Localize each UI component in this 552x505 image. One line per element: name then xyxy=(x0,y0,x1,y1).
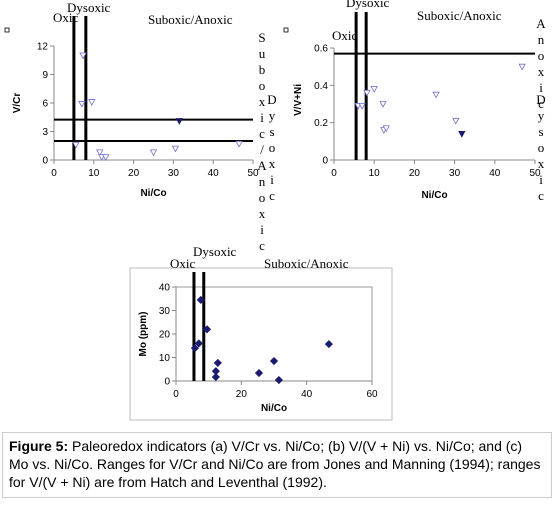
point xyxy=(458,130,466,138)
point xyxy=(102,154,110,161)
point xyxy=(213,358,222,367)
point xyxy=(324,340,333,349)
y-tick-label: 0.4 xyxy=(314,81,328,92)
y-tick-label: 0 xyxy=(164,377,170,388)
x-axis-label: Ni/Co xyxy=(421,190,447,201)
y-tick-label: 20 xyxy=(159,330,171,341)
x-tick-label: 40 xyxy=(208,168,220,179)
corner-mark xyxy=(283,27,289,33)
x-tick-label: 60 xyxy=(366,389,378,400)
point xyxy=(370,86,378,93)
point xyxy=(79,52,87,60)
point xyxy=(382,125,390,133)
zone-label: Oxic xyxy=(332,28,358,43)
point xyxy=(254,368,264,378)
caption-text: Paleoredox indicators (a) V/Cr vs. Ni/Co… xyxy=(9,438,541,490)
y-axis-label: Mo (ppm) xyxy=(138,312,149,357)
zone-label: Dysoxic xyxy=(346,0,390,10)
point xyxy=(194,339,203,348)
y-tick-label: 3 xyxy=(42,127,48,138)
point xyxy=(190,344,200,353)
point xyxy=(235,140,243,148)
x-tick-label: 40 xyxy=(301,389,313,400)
y-tick-label: 6 xyxy=(42,99,48,110)
point xyxy=(96,149,104,157)
point xyxy=(518,63,526,71)
caption: Figure 5: Paleoredox indicators (a) V/Cr… xyxy=(2,432,552,498)
x-tick-label: 20 xyxy=(128,168,140,179)
point xyxy=(196,295,205,304)
zone-label-vertical: Dysoxic xyxy=(265,92,280,204)
x-tick-label: 10 xyxy=(369,168,381,179)
x-tick-label: 50 xyxy=(247,168,259,179)
point xyxy=(72,141,80,149)
y-tick-label: 0.6 xyxy=(314,44,328,55)
point xyxy=(202,325,212,334)
y-tick-label: 30 xyxy=(159,306,171,317)
zone-label: Dysoxic xyxy=(193,244,237,259)
x-tick-label: 10 xyxy=(88,168,100,179)
x-tick-label: 20 xyxy=(409,168,421,179)
point xyxy=(149,149,158,157)
y-tick-label: 40 xyxy=(159,283,171,294)
point xyxy=(171,145,180,153)
zone-label-vertical: Suboxic/Anoxic xyxy=(255,30,270,254)
point xyxy=(452,117,460,125)
point xyxy=(358,102,366,110)
x-tick-label: 40 xyxy=(489,168,501,179)
point xyxy=(88,99,96,106)
zone-label: Oxic xyxy=(53,10,79,25)
point xyxy=(432,91,440,99)
corner-mark xyxy=(4,27,10,33)
point xyxy=(379,101,387,108)
zone-label: Suboxic/Anoxic xyxy=(148,12,233,27)
y-tick-label: 0 xyxy=(322,156,328,167)
point xyxy=(211,372,220,382)
y-tick-label: 12 xyxy=(37,42,49,53)
zone-label-vertical: Anoxic xyxy=(534,16,549,112)
x-tick-label: 50 xyxy=(529,168,541,179)
x-tick-label: 0 xyxy=(51,168,57,179)
zone-label: Dysoxic xyxy=(67,0,111,15)
y-axis-label: V/Cr xyxy=(12,93,23,114)
y-tick-label: 0.2 xyxy=(314,118,328,129)
x-tick-label: 30 xyxy=(449,168,461,179)
x-tick-label: 30 xyxy=(168,168,180,179)
point xyxy=(78,101,86,108)
x-tick-label: 0 xyxy=(173,389,179,400)
point xyxy=(274,375,283,385)
zone-label: Suboxic/Anoxic xyxy=(417,8,502,23)
zone-label-vertical: Dysoxic xyxy=(534,92,549,204)
y-tick-label: 9 xyxy=(42,70,48,81)
chart-frame xyxy=(129,267,393,421)
y-tick-label: 10 xyxy=(159,353,171,364)
point xyxy=(363,89,371,97)
point xyxy=(175,118,184,125)
x-axis-label: Ni/Co xyxy=(140,188,166,199)
plot-border xyxy=(175,286,373,382)
zone-label: Suboxic/Anoxic xyxy=(264,256,349,271)
y-tick-label: 0 xyxy=(42,156,48,167)
zone-label: Oxic xyxy=(170,256,196,271)
point xyxy=(269,356,279,366)
caption-label: Figure 5: xyxy=(9,438,69,454)
x-axis-label: Ni/Co xyxy=(261,403,287,414)
x-tick-label: 20 xyxy=(236,389,248,400)
x-tick-label: 0 xyxy=(331,168,337,179)
y-axis-label: V/V+Ni xyxy=(293,84,304,116)
